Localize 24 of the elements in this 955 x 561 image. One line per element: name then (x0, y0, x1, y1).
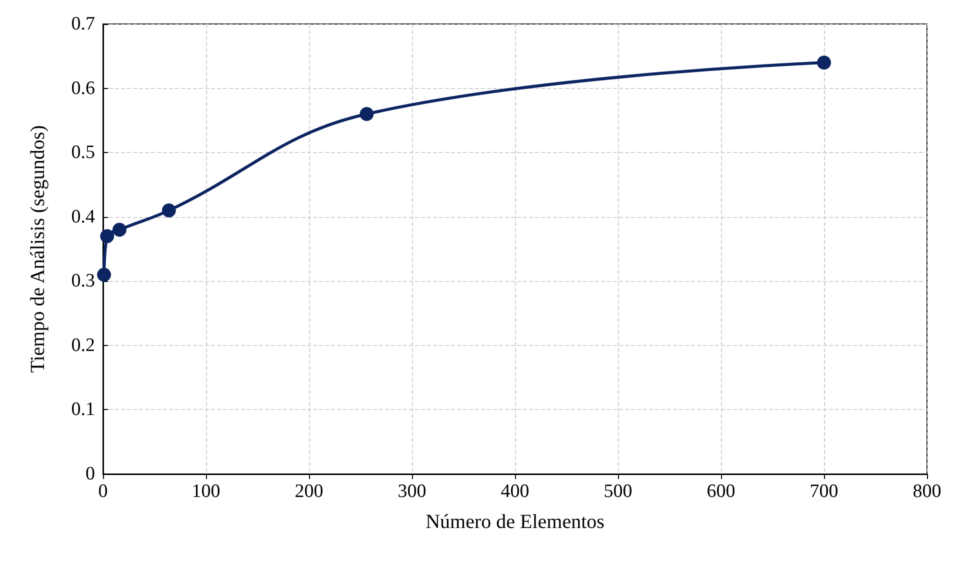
point (97, 268, 112, 282)
y-tick-label: 0 (86, 464, 95, 484)
y-tick-label: 0.4 (71, 206, 96, 228)
point (112, 222, 126, 237)
y-tick-label: 0.1 (71, 399, 95, 420)
y-tick-label: 0.3 (71, 270, 95, 292)
x-tick-label: 800 (912, 481, 942, 502)
x-tick-label: 300 (398, 481, 426, 502)
y-tick-label: 0.2 (71, 334, 95, 356)
point (162, 203, 176, 218)
y-axis-title: Tiempo de Análisis (segundos) (27, 125, 49, 373)
x-tick-label: 600 (706, 481, 736, 502)
y-tick-label: 0.5 (71, 142, 95, 164)
x-tick-label: 500 (604, 481, 632, 502)
y-tick-label: 0.7 (71, 14, 95, 34)
x-tick-label: 100 (192, 481, 220, 502)
x-tick-label: 700 (810, 481, 838, 502)
x-tick-label: 400 (500, 481, 530, 502)
y-tick-label: 0.6 (71, 78, 95, 99)
x-axis-title: Número de Elementos (426, 511, 605, 533)
point (100, 229, 114, 244)
x-tick-label: 200 (294, 481, 324, 502)
point (360, 107, 374, 121)
point (817, 56, 831, 70)
